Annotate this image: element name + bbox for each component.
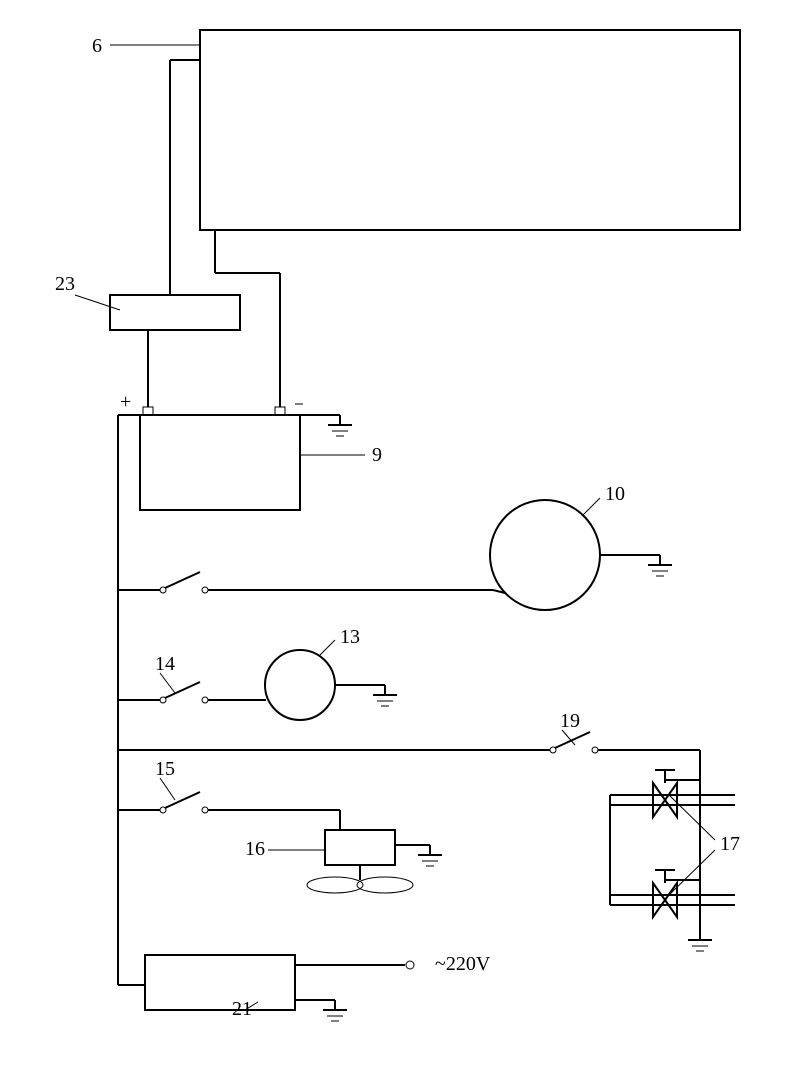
node-220v (406, 961, 414, 969)
leader-23 (75, 295, 120, 310)
label-10: 10 (605, 483, 625, 505)
ground-9 (328, 415, 352, 436)
label-19: 19 (560, 710, 580, 732)
valve-upper (610, 750, 735, 817)
ground-17 (688, 940, 712, 951)
valve-lower (610, 870, 735, 917)
leader-15 (160, 778, 175, 800)
circle-10 (490, 500, 600, 610)
label-9: 9 (372, 444, 382, 466)
box-16 (325, 830, 395, 865)
label-17: 17 (720, 833, 740, 855)
label-21: 21 (232, 998, 252, 1020)
label-16: 16 (245, 838, 265, 860)
label-23: 23 (55, 273, 75, 295)
terminal-minus (275, 407, 285, 415)
fan-blade-left (307, 877, 363, 893)
box-23 (110, 295, 240, 330)
ground-16 (418, 845, 442, 866)
box-21 (145, 955, 295, 1010)
leader-10 (582, 498, 600, 516)
box-9 (140, 415, 300, 510)
leader-13 (320, 640, 335, 655)
label-plus: + (120, 391, 131, 413)
leader-17a (669, 795, 715, 840)
ground-10 (648, 555, 672, 576)
label-220v: ~220V (435, 953, 491, 975)
label-14: 14 (155, 653, 175, 675)
fan-blade-right (357, 877, 413, 893)
label-6: 6 (92, 35, 102, 57)
label-15: 15 (155, 758, 175, 780)
box-6 (200, 30, 740, 230)
leader-14 (160, 673, 175, 693)
terminal-plus (143, 407, 153, 415)
leader-17b (669, 850, 715, 895)
ground-13 (373, 685, 397, 706)
circle-13 (265, 650, 335, 720)
ground-21 (323, 1000, 347, 1021)
label-13: 13 (340, 626, 360, 648)
